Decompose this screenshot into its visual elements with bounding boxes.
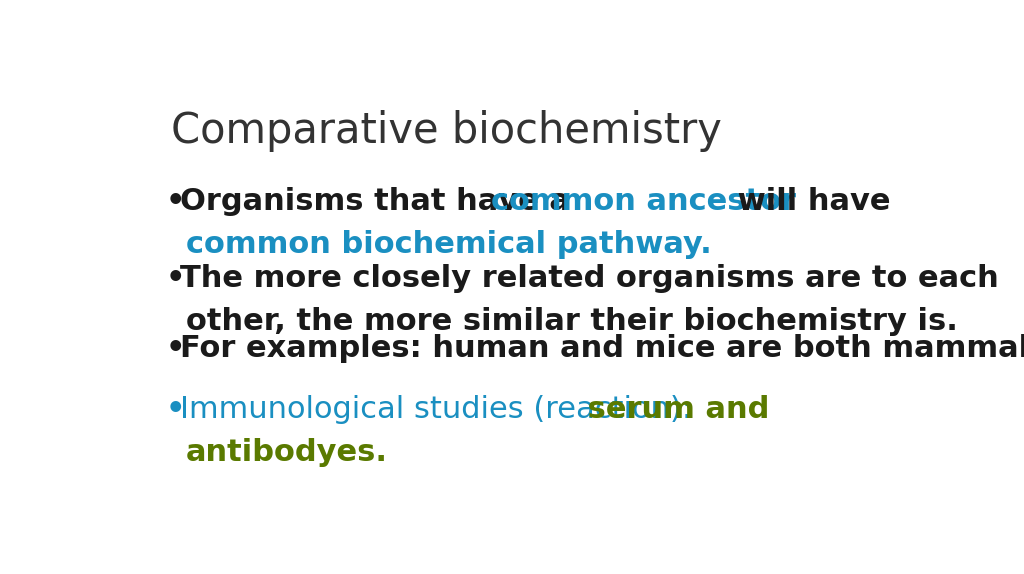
Text: •: • <box>165 333 184 363</box>
Text: Comparative biochemistry: Comparative biochemistry <box>171 110 722 153</box>
Text: •: • <box>165 188 184 216</box>
Text: common ancestor: common ancestor <box>490 188 796 216</box>
Text: serum and: serum and <box>578 395 769 424</box>
Text: The more closely related organisms are to each: The more closely related organisms are t… <box>180 265 999 293</box>
Text: antibodyes.: antibodyes. <box>186 438 388 467</box>
Text: common biochemical pathway.: common biochemical pathway. <box>186 230 712 259</box>
Text: •: • <box>165 395 184 424</box>
Text: •: • <box>165 265 184 293</box>
Text: Organisms that have a: Organisms that have a <box>180 188 581 216</box>
Text: other, the more similar their biochemistry is.: other, the more similar their biochemist… <box>186 307 958 336</box>
Text: Immunological studies (reaction):: Immunological studies (reaction): <box>180 395 692 424</box>
Text: For examples: human and mice are both mammals.: For examples: human and mice are both ma… <box>180 333 1024 363</box>
Text: will have: will have <box>727 188 891 216</box>
